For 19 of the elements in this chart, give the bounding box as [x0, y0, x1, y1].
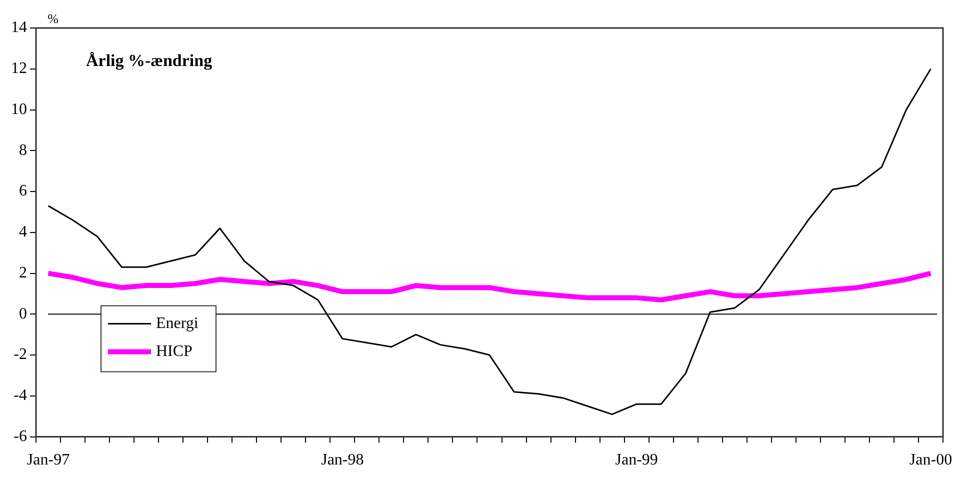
y-tick-label: 2: [19, 264, 27, 282]
y-tick-label: -2: [14, 346, 27, 364]
legend-label: Energi: [156, 315, 199, 332]
y-tick-label: 8: [19, 142, 27, 159]
legend-label: HICP: [156, 343, 193, 360]
x-tick-label: Jan-98: [321, 452, 364, 469]
y-tick-label: 0: [19, 305, 27, 322]
y-axis-title: %: [48, 11, 59, 26]
y-tick-label: -4: [14, 387, 27, 404]
y-tick-label: 14: [11, 19, 27, 36]
y-tick-label: 4: [19, 224, 27, 241]
y-tick-label: 10: [11, 100, 27, 118]
y-tick-label: -6: [14, 428, 27, 446]
y-tick-label: 6: [19, 182, 27, 200]
x-tick-label: Jan-00: [909, 452, 952, 469]
x-tick-label: Jan-99: [615, 452, 658, 469]
x-tick-label: Jan-97: [26, 452, 70, 469]
text: Årlig %-ændring: [86, 51, 213, 70]
y-tick-label: 12: [11, 60, 27, 78]
